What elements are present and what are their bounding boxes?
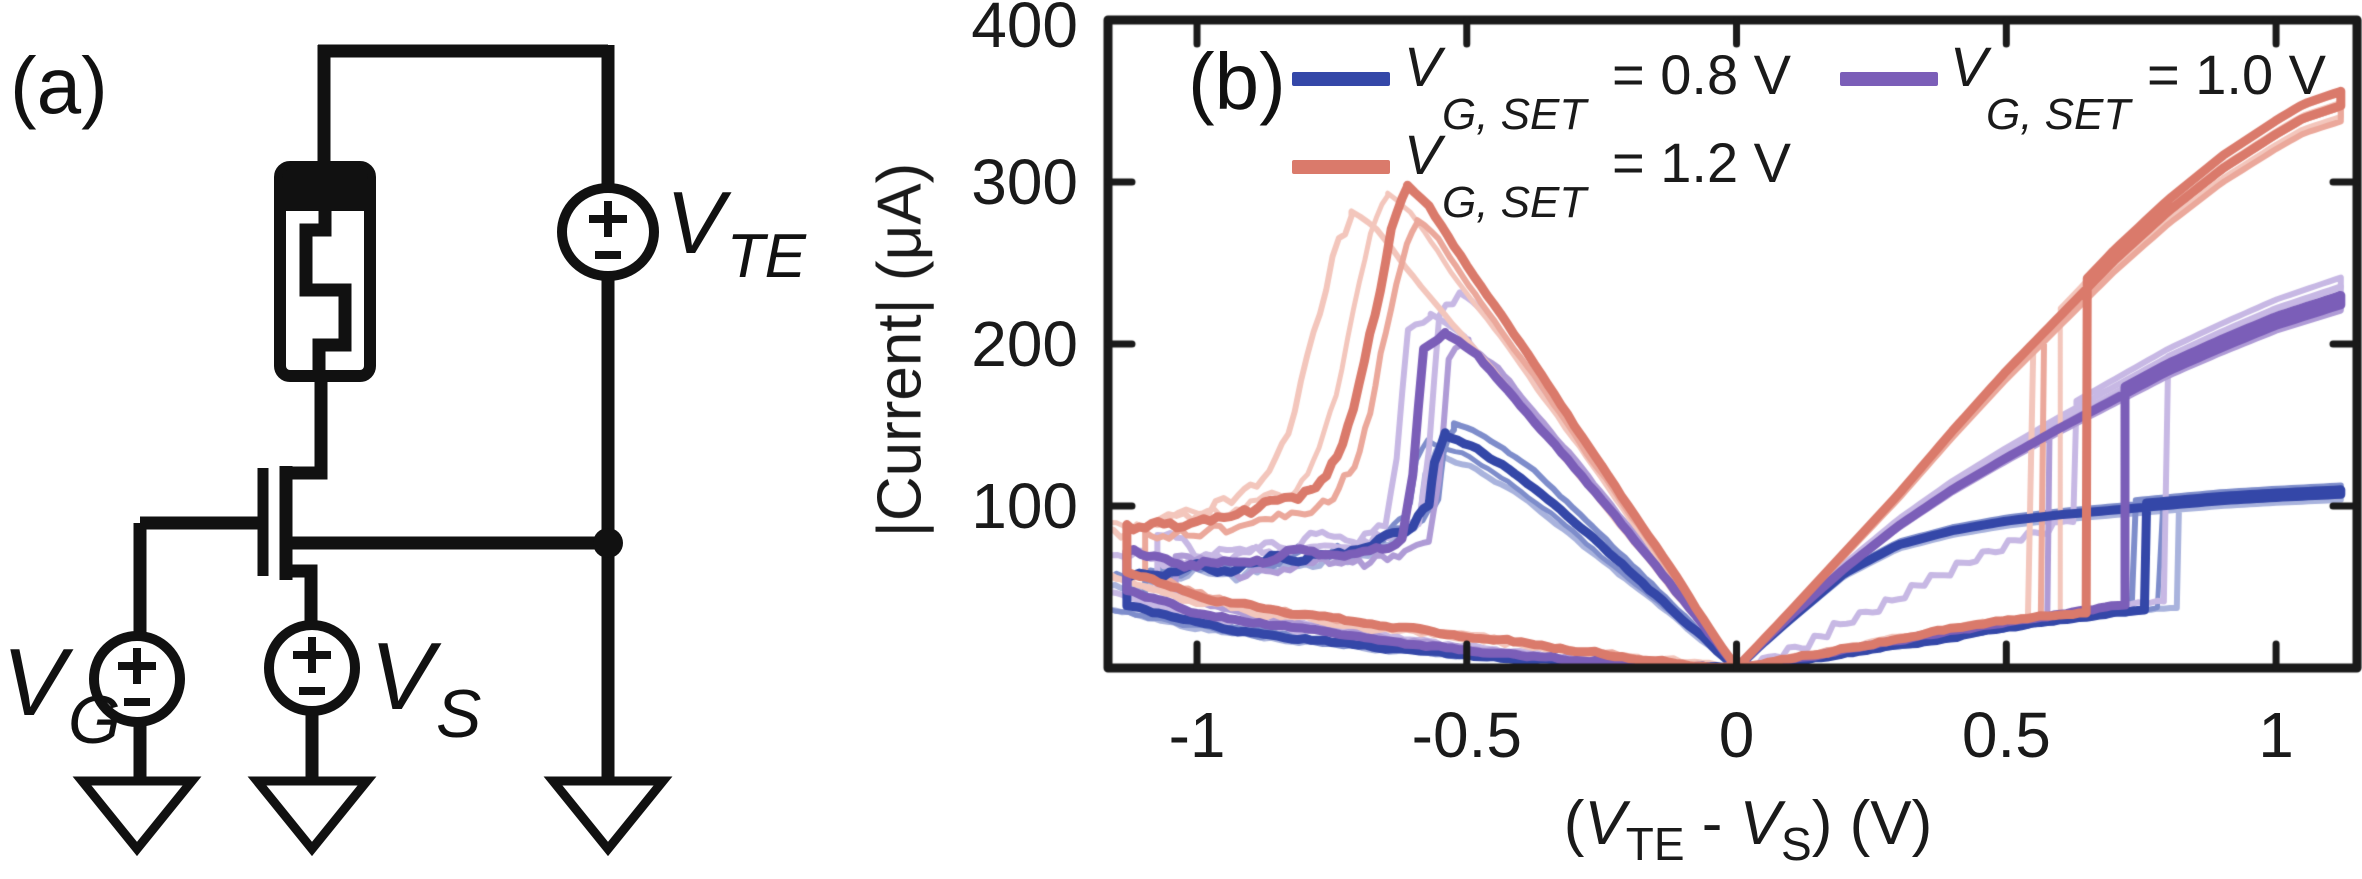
legend-symbol: V [1950,35,1988,98]
xlabel-minus: - [1684,789,1740,858]
legend-swatch-blue [1292,72,1390,86]
x-tick-label: 1 [2258,699,2294,771]
legend-subscript: G, SET [1986,90,2131,139]
x-tick-label: -0.5 [1411,699,1522,771]
y-tick-label: 100 [971,470,1078,542]
x-tick-label: 0 [1718,699,1755,771]
legend-entry-vgset-1.0: V G, SET = 1.0 V [1840,35,2362,270]
y-axis-label: |Current| (μA) [865,162,935,538]
y-tick-label: 200 [971,308,1078,380]
xlabel-vte-subscript: TE [1625,818,1685,870]
xlabel-open-paren: ( [1563,789,1585,858]
legend-symbol: V [1404,123,1442,186]
legend-value: = 1.2 V [1612,131,1792,194]
legend-subscript: G, SET [1442,178,1587,227]
legend-entry-vgset-1.2: V G, SET = 1.2 V [1292,123,1832,358]
legend-entry-vgset-0.8: V G, SET = 0.8 V [1292,35,1832,270]
xlabel-vte-symbol: V [1584,789,1626,858]
legend-swatch-purple [1840,72,1938,86]
x-tick-label: -1 [1168,699,1226,771]
x-tick-label: 0.5 [1961,699,2051,771]
xlabel-close-units: ) (V) [1811,789,1933,858]
legend-value: = 0.8 V [1612,43,1792,106]
legend-swatch-salmon [1292,160,1390,174]
legend-subscript: G, SET [1442,90,1587,139]
panel-b-label: (b) [1188,37,1286,126]
x-axis-label: (VTE - VS) (V) [1563,788,1933,870]
legend-symbol: V [1404,35,1442,98]
legend-value: = 1.0 V [2147,43,2327,106]
xlabel-vs-symbol: V [1739,789,1782,858]
y-tick-label: 400 [971,0,1078,61]
xlabel-vs-subscript: S [1781,818,1812,870]
y-tick-label: 300 [971,146,1078,218]
